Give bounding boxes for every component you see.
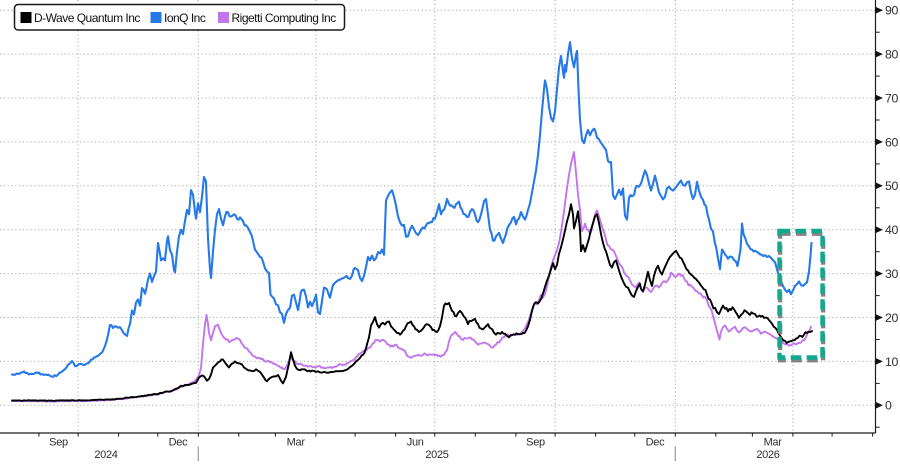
svg-text:2024: 2024 [94,449,117,461]
svg-text:Dec: Dec [169,437,188,449]
svg-text:D-Wave Quantum Inc: D-Wave Quantum Inc [34,11,140,25]
svg-text:70: 70 [885,91,898,105]
svg-text:80: 80 [885,48,898,62]
svg-text:2026: 2026 [756,449,779,461]
svg-text:Jun: Jun [407,437,424,449]
svg-text:20: 20 [885,311,898,325]
svg-text:30: 30 [885,267,898,281]
svg-text:0: 0 [885,399,892,413]
svg-text:2025: 2025 [425,449,448,461]
svg-text:Rigetti Computing Inc: Rigetti Computing Inc [232,11,337,25]
svg-text:Dec: Dec [646,437,665,449]
svg-text:10: 10 [885,355,898,369]
svg-text:90: 90 [885,4,898,18]
svg-text:60: 60 [885,135,898,149]
svg-text:Sep: Sep [526,437,545,449]
svg-text:50: 50 [885,179,898,193]
svg-text:IonQ Inc: IonQ Inc [164,11,206,25]
svg-text:Mar: Mar [764,437,783,449]
svg-text:40: 40 [885,223,898,237]
svg-text:Sep: Sep [49,437,68,449]
svg-text:Mar: Mar [287,437,306,449]
